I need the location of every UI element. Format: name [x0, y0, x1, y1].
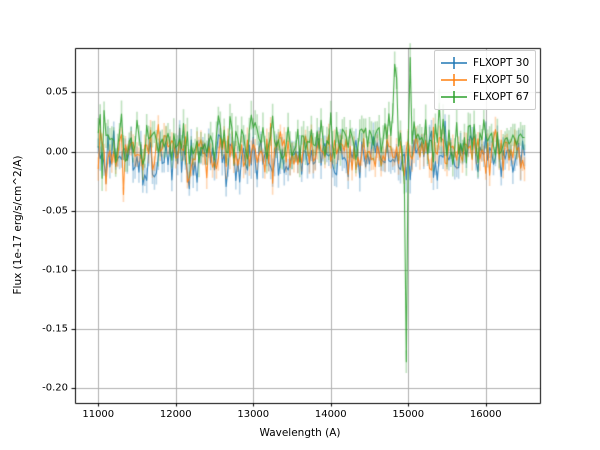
legend-item-label: FLXOPT 30 [473, 56, 530, 69]
legend-errorbar-swatch-icon [441, 90, 467, 103]
chart-legend[interactable]: FLXOPT 30 FLXOPT 50 FLXOPT 67 [434, 50, 537, 110]
y-axis-label: Flux (1e-17 erg/s/cm^2/A) [12, 155, 24, 295]
legend-item-flxopt-67[interactable]: FLXOPT 67 [441, 89, 529, 104]
x-axis-tick-label: 12000 [159, 409, 192, 420]
y-axis-tick-label: 0.05 [45, 86, 68, 98]
x-axis-tick-label: 13000 [237, 409, 270, 420]
x-axis-tick-label: 11000 [82, 409, 115, 420]
y-axis-tick-label: -0.20 [42, 382, 68, 394]
y-axis-tick-label: 0.00 [45, 146, 68, 158]
x-axis-tick-label: 15000 [392, 409, 425, 420]
x-axis-tick-label: 14000 [314, 409, 347, 420]
y-axis-tick-label: -0.15 [42, 323, 68, 335]
legend-item-label: FLXOPT 50 [473, 73, 530, 86]
x-axis-tick-label: 16000 [469, 409, 502, 420]
legend-errorbar-swatch-icon [441, 73, 467, 86]
legend-errorbar-swatch-icon [441, 56, 467, 69]
legend-item-flxopt-30[interactable]: FLXOPT 30 [441, 55, 529, 70]
legend-item-flxopt-50[interactable]: FLXOPT 50 [441, 72, 529, 87]
y-axis-tick-label: -0.10 [42, 264, 68, 276]
y-axis-tick-label: -0.05 [42, 205, 68, 217]
x-axis-label: Wavelength (A) [259, 427, 341, 439]
legend-item-label: FLXOPT 67 [473, 90, 530, 103]
